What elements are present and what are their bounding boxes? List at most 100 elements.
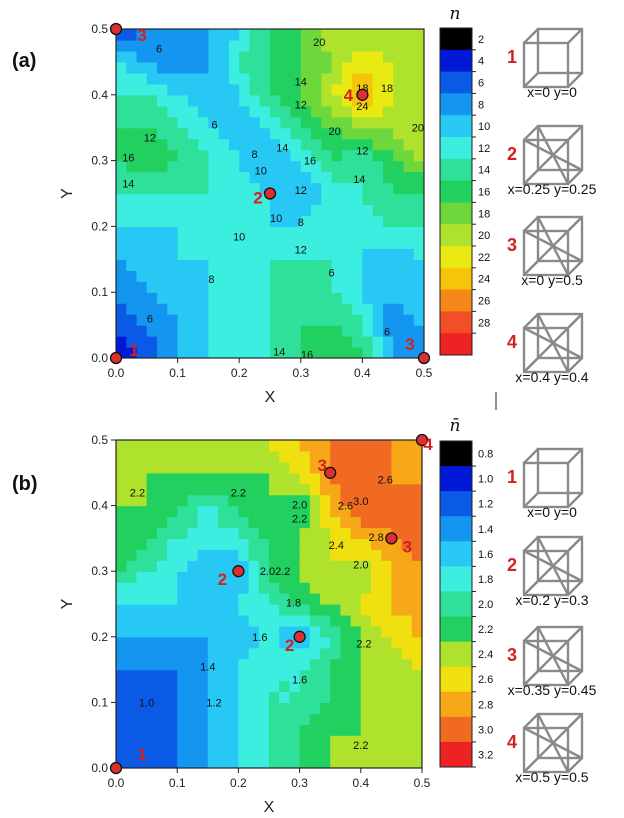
contour-cell xyxy=(146,636,158,649)
contour-cell xyxy=(136,647,148,660)
structure-caption: x=0 y=0 xyxy=(527,84,577,100)
contour-cell xyxy=(331,226,343,238)
contour-cell xyxy=(116,127,127,140)
contour-cell xyxy=(167,593,178,605)
contour-cell xyxy=(126,516,137,529)
contour-cell xyxy=(371,483,382,496)
contour-cell xyxy=(330,614,341,627)
contour-cell xyxy=(270,215,281,227)
contour-cell xyxy=(248,494,260,507)
contour-cell xyxy=(403,270,415,282)
contour-cell xyxy=(411,702,422,714)
x-tick-label: 0.0 xyxy=(108,776,125,790)
contour-label: 16 xyxy=(304,156,316,168)
contour-cell xyxy=(218,94,230,107)
contour-cell xyxy=(340,614,352,627)
contour-label: 2.6 xyxy=(338,501,353,513)
contour-cell xyxy=(330,571,341,583)
contour-cell xyxy=(401,472,413,485)
contour-cell xyxy=(258,582,270,594)
contour-cell xyxy=(280,149,292,162)
contour-cell xyxy=(187,746,199,758)
contour-cell xyxy=(259,226,271,238)
contour-cell xyxy=(330,691,341,703)
colorbar-band xyxy=(440,49,472,72)
contour-cell xyxy=(360,483,372,496)
contour-cell xyxy=(372,39,384,52)
contour-cell xyxy=(208,72,220,85)
contour-cell xyxy=(362,237,374,249)
contour-cell xyxy=(146,94,158,107)
contour-cell xyxy=(167,127,179,140)
contour-cell xyxy=(311,116,322,129)
contour-cell xyxy=(289,746,301,758)
x-tick-label: 0.1 xyxy=(169,366,186,380)
contour-cell xyxy=(126,138,138,151)
contour-cell xyxy=(320,691,331,703)
contour-cell xyxy=(290,325,302,337)
contour-cell xyxy=(270,50,281,63)
contour-cell xyxy=(126,483,137,496)
contour-cell xyxy=(167,680,178,693)
contour-cell xyxy=(156,647,168,660)
contour-cell xyxy=(116,625,127,638)
contour-cell xyxy=(208,292,220,304)
contour-cell xyxy=(350,461,362,474)
contour-cell xyxy=(197,669,209,682)
contour-cell xyxy=(280,171,292,184)
contour-cell xyxy=(146,582,158,594)
contour-cell xyxy=(269,593,280,605)
contour-cell xyxy=(126,94,138,107)
contour-cell xyxy=(381,702,392,714)
contour-cell xyxy=(136,516,148,529)
contour-cell xyxy=(360,658,372,671)
contour-cell xyxy=(136,160,148,173)
contour-cell xyxy=(340,560,352,572)
contour-cell xyxy=(259,149,271,162)
contour-cell xyxy=(156,746,168,758)
contour-cell xyxy=(391,691,403,703)
contour-cell xyxy=(146,757,158,768)
contour-cell xyxy=(177,494,188,507)
contour-cell xyxy=(177,29,189,41)
colorbar-band xyxy=(440,158,472,181)
contour-cell xyxy=(157,292,168,304)
contour-cell xyxy=(289,461,301,474)
colorbar: 0.81.01.21.41.61.82.02.22.42.62.83.03.2n… xyxy=(439,416,493,768)
contour-cell xyxy=(258,450,270,463)
contour-cell xyxy=(156,516,168,529)
contour-cell xyxy=(413,281,424,293)
contour-cell xyxy=(198,171,209,184)
contour-cell xyxy=(228,472,239,485)
contour-cell xyxy=(218,160,230,173)
contour-cell xyxy=(411,647,422,660)
contour-cell xyxy=(393,182,405,195)
contour-cell xyxy=(279,735,290,747)
contour-cell xyxy=(360,505,372,518)
contour-cell xyxy=(258,571,270,583)
contour-cell xyxy=(146,549,158,561)
contour-cell xyxy=(116,347,127,358)
contour-cell xyxy=(371,505,382,518)
contour-cell xyxy=(116,494,127,507)
contour-cell xyxy=(360,669,372,682)
contour-cell xyxy=(136,505,148,518)
sample-point-label: 3 xyxy=(137,26,146,45)
contour-cell xyxy=(321,72,333,85)
contour-cell xyxy=(371,702,382,714)
contour-cell xyxy=(352,149,363,162)
contour-cell xyxy=(300,270,312,282)
contour-cell xyxy=(167,538,178,550)
contour-cell xyxy=(116,50,127,63)
contour-cell xyxy=(280,72,292,85)
contour-cell xyxy=(269,691,280,703)
contour-cell xyxy=(362,105,374,118)
contour-cell xyxy=(187,325,199,337)
contour-cell xyxy=(136,204,148,217)
contour-label: 20 xyxy=(329,126,341,138)
contour-cell xyxy=(116,691,127,703)
contour-cell xyxy=(403,127,415,140)
contour-cell xyxy=(228,182,240,195)
contour-cell xyxy=(372,237,384,249)
